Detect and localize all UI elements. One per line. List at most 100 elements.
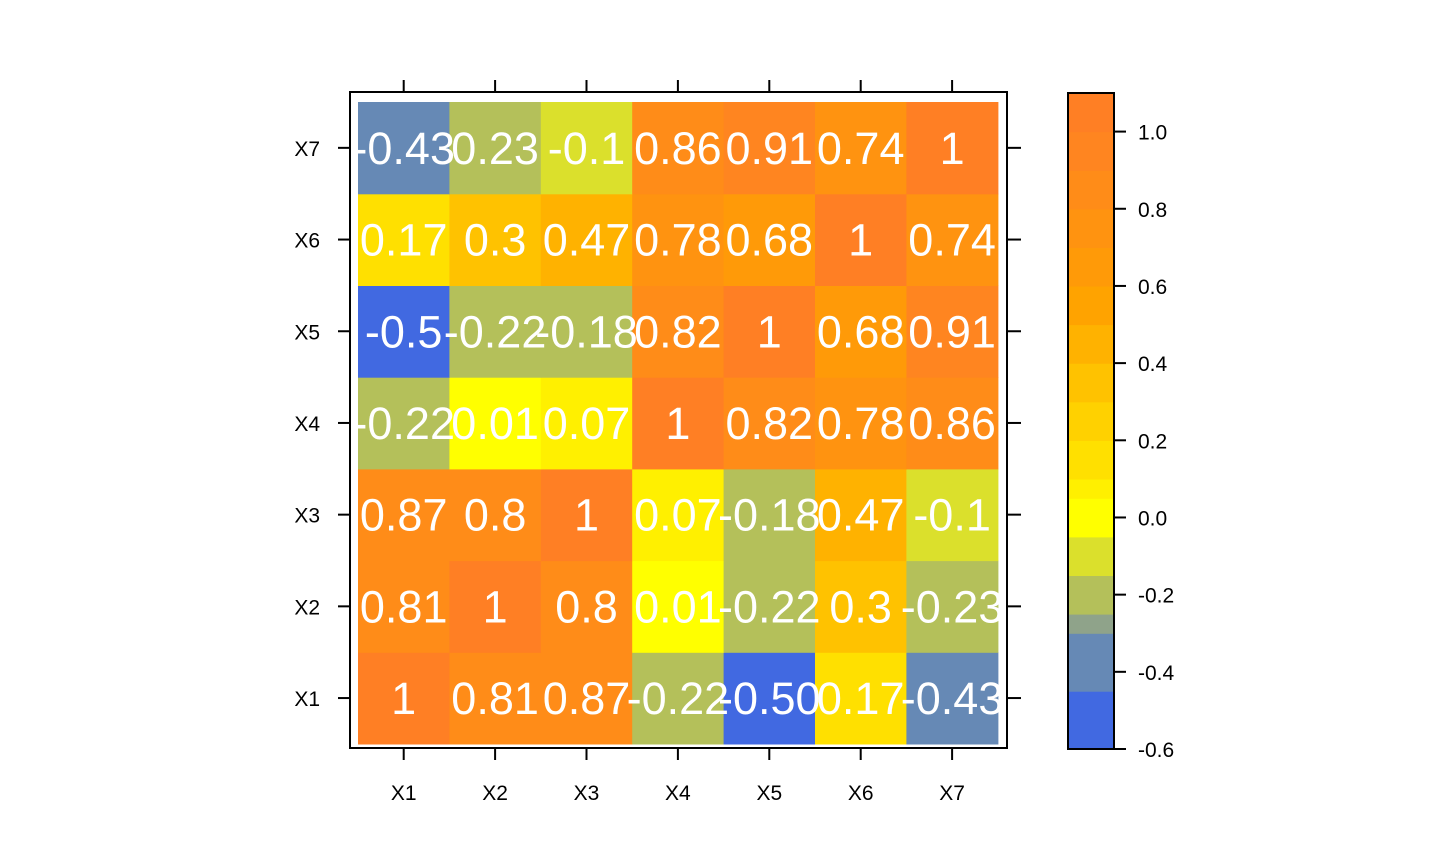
colorbar-bin xyxy=(1068,478,1114,499)
cell-label-X7-X2: -0.23 xyxy=(901,581,1004,632)
cell-label-X7-X5: 0.91 xyxy=(908,306,996,357)
heatmap-cell-X7-X5 xyxy=(906,285,999,378)
cell-label-X2-X7: 0.23 xyxy=(451,123,539,174)
heatmap-cell-X1-X1 xyxy=(358,652,450,745)
cell-label-X6-X1: 0.17 xyxy=(817,673,905,724)
heatmap-cell-X6-X1 xyxy=(815,652,907,745)
heatmap-cell-X5-X5 xyxy=(723,285,816,378)
heatmap-cell-X1-X7 xyxy=(358,102,450,195)
colorbar-tick-label: 0.6 xyxy=(1138,276,1167,299)
y-tick-label: X1 xyxy=(294,688,320,711)
y-tick-label: X2 xyxy=(294,596,320,619)
y-tick-label: X7 xyxy=(294,138,320,161)
heatmap-cell-X1-X6 xyxy=(358,193,450,286)
heatmap-cell-X7-X2 xyxy=(906,560,999,653)
heatmap-cell-X6-X6 xyxy=(815,193,907,286)
cell-label-X1-X5: -0.5 xyxy=(365,306,443,357)
heatmap-cell-X2-X4 xyxy=(449,377,542,470)
heatmap-cell-X3-X7 xyxy=(540,102,633,195)
heatmap-cell-X4-X3 xyxy=(632,468,725,562)
heatmap-cell-X1-X3 xyxy=(358,468,450,562)
cell-label-X1-X7: -0.43 xyxy=(352,123,455,174)
colorbar-bin xyxy=(1068,208,1114,248)
x-tick-label: X1 xyxy=(391,782,417,805)
colorbar-tick-label: -0.4 xyxy=(1138,662,1175,685)
colorbar-tick-label: 0.8 xyxy=(1138,199,1167,222)
cell-label-X1-X2: 0.81 xyxy=(360,581,448,632)
heatmap-cell-X3-X1 xyxy=(540,652,633,745)
cell-label-X4-X1: -0.22 xyxy=(627,673,730,724)
heatmap-cell-X7-X6 xyxy=(906,193,999,286)
cell-label-X6-X5: 0.68 xyxy=(817,306,905,357)
colorbar-bin xyxy=(1068,613,1114,634)
cell-label-X7-X6: 0.74 xyxy=(908,215,996,266)
cell-label-X3-X2: 0.8 xyxy=(555,581,618,632)
colorbar-tick-label: -0.2 xyxy=(1138,585,1174,608)
cell-label-X3-X4: 0.07 xyxy=(543,398,631,449)
cell-label-X3-X5: -0.18 xyxy=(535,306,638,357)
heatmap-cells xyxy=(358,102,999,745)
colorbar-tick-label: 1.0 xyxy=(1138,122,1167,145)
heatmap-cell-X5-X6 xyxy=(723,193,816,286)
heatmap-cell-X2-X2 xyxy=(449,560,542,653)
colorbar-bin xyxy=(1068,498,1114,538)
colorbar xyxy=(1068,93,1114,750)
heatmap-cell-X5-X2 xyxy=(723,560,816,653)
heatmap-cell-X2-X7 xyxy=(449,102,542,195)
heatmap-cell-X6-X7 xyxy=(815,102,907,195)
heatmap-cell-X4-X4 xyxy=(632,377,725,470)
heatmap-cell-X3-X3 xyxy=(540,468,633,562)
colorbar-bin xyxy=(1068,575,1114,615)
x-axis: X1 X2 X3 X4 X5 X6 X7 xyxy=(391,80,965,805)
cell-label-X2-X1: 0.81 xyxy=(451,673,539,724)
y-tick-label: X6 xyxy=(294,230,320,253)
heatmap-cell-X3-X5 xyxy=(540,285,633,378)
cell-label-X6-X2: 0.3 xyxy=(829,581,892,632)
cell-label-X2-X4: 0.01 xyxy=(451,398,539,449)
colorbar-tick-label: 0.0 xyxy=(1138,507,1167,530)
colorbar-bin xyxy=(1068,633,1114,692)
cell-label-X4-X7: 0.86 xyxy=(634,123,722,174)
heatmap-cell-X3-X6 xyxy=(540,193,633,286)
cell-label-X2-X5: -0.22 xyxy=(444,306,547,357)
colorbar-bin xyxy=(1068,247,1114,287)
cell-label-X2-X3: 0.8 xyxy=(464,490,527,541)
heatmap-cell-X4-X5 xyxy=(632,285,725,378)
heatmap-cell-X7-X1 xyxy=(906,652,999,745)
cell-label-X6-X4: 0.78 xyxy=(817,398,905,449)
colorbar-bin xyxy=(1068,93,1114,133)
colorbar-tick-label: 0.4 xyxy=(1138,353,1168,376)
heatmap-cell-X3-X2 xyxy=(540,560,633,653)
heatmap-cell-X5-X7 xyxy=(723,102,816,195)
cell-label-X7-X3: -0.1 xyxy=(913,490,991,541)
heatmap-cell-X2-X5 xyxy=(449,285,542,378)
cell-label-X3-X6: 0.47 xyxy=(543,215,631,266)
cell-label-X4-X2: 0.01 xyxy=(634,581,722,632)
x-tick-label: X2 xyxy=(482,782,508,805)
colorbar-bin xyxy=(1068,691,1114,750)
heatmap-cell-X5-X1 xyxy=(723,652,816,745)
colorbar-bin xyxy=(1068,536,1114,576)
cell-label-X6-X6: 1 xyxy=(848,215,873,266)
heatmap-cell-X7-X4 xyxy=(906,377,999,470)
heatmap-cell-X4-X1 xyxy=(632,652,725,745)
y-axis: X1 X2 X3 X4 X5 X6 X7 xyxy=(294,138,1021,711)
cell-label-X3-X7: -0.1 xyxy=(548,123,626,174)
cell-label-X2-X6: 0.3 xyxy=(464,215,527,266)
heatmap-cell-X7-X3 xyxy=(906,468,999,562)
heatmap-cell-X1-X2 xyxy=(358,560,450,653)
cell-label-X2-X2: 1 xyxy=(483,581,508,632)
heatmap-cell-X4-X7 xyxy=(632,102,725,195)
colorbar-bin xyxy=(1068,363,1114,403)
cell-label-X7-X7: 1 xyxy=(940,123,965,174)
cell-label-X5-X2: -0.22 xyxy=(718,581,821,632)
colorbar-bin xyxy=(1068,324,1114,364)
cell-label-X5-X7: 0.91 xyxy=(726,123,814,174)
cell-label-X4-X4: 1 xyxy=(665,398,690,449)
cell-label-X1-X1: 1 xyxy=(391,673,416,724)
x-tick-label: X5 xyxy=(756,782,782,805)
cell-label-X1-X4: -0.22 xyxy=(352,398,455,449)
colorbar-bin xyxy=(1068,170,1114,210)
heatmap-cell-X3-X4 xyxy=(540,377,633,470)
heatmap-cell-X2-X1 xyxy=(449,652,542,745)
